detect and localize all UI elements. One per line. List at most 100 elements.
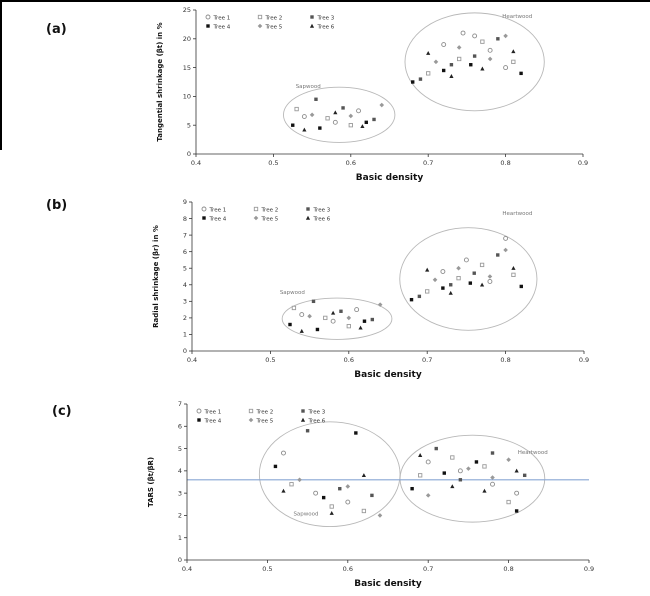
data-point: [411, 80, 415, 84]
data-point: [248, 408, 254, 414]
data-point: [364, 120, 368, 125]
scatter-plot-radial-shrinkage: Sapwood Heartwood 0.4 0.5 0.6 0.7 0.8 0.9 0 1 2 3 4 5…: [152, 198, 589, 380]
data-point: [372, 117, 376, 122]
data-point: [514, 490, 520, 496]
data-point: [302, 127, 307, 132]
data-point: [503, 247, 508, 253]
data-point: [506, 499, 511, 505]
y-tick-label: 4: [178, 467, 182, 475]
y-tick-label: 1: [178, 534, 182, 542]
y-axis-label: TARS (βt/βR): [147, 457, 155, 507]
data-point: [197, 418, 201, 422]
series-tree-3: [305, 429, 527, 498]
data-point: [449, 63, 454, 67]
y-tick-label: 6: [178, 422, 182, 430]
series-tree-2: [291, 262, 516, 329]
y-tick-label: 20: [183, 35, 191, 43]
data-point: [425, 289, 430, 294]
data-point: [248, 417, 254, 423]
series-tree-1: [299, 235, 509, 324]
data-point: [341, 106, 345, 110]
top-border-line: [0, 0, 650, 2]
panel-label-b: (b): [46, 198, 68, 213]
cluster-annotations: Sapwood Heartwood: [258, 421, 548, 528]
data-point: [457, 56, 462, 62]
data-point: [345, 499, 351, 505]
cluster-ellipse: [399, 434, 546, 523]
legend-label: Tree 1: [209, 207, 227, 213]
data-point: [511, 49, 516, 54]
data-point: [313, 490, 319, 496]
data-point: [281, 488, 286, 493]
data-point: [311, 299, 316, 304]
legend-label: Tree 3: [313, 207, 331, 213]
data-point: [418, 453, 423, 457]
series-tree-4: [291, 63, 523, 130]
data-point: [474, 460, 479, 464]
data-point: [456, 276, 461, 281]
data-point: [305, 215, 311, 220]
axes: [184, 403, 590, 563]
legend-label: Tree 5: [265, 24, 283, 30]
x-tick-label: 0.8: [500, 356, 510, 364]
axes: [193, 9, 584, 157]
data-point: [377, 513, 383, 518]
y-tick-label: 1: [183, 331, 187, 339]
data-point: [291, 305, 297, 311]
data-point: [297, 477, 302, 483]
data-point: [480, 39, 485, 44]
x-tick-label: 0.8: [503, 565, 513, 573]
data-point: [409, 297, 414, 302]
data-point: [370, 317, 375, 322]
data-point: [482, 488, 487, 493]
series-tree-6: [302, 49, 516, 132]
data-point: [426, 71, 431, 76]
x-tick-label: 0.6: [346, 159, 356, 167]
x-axis-label: Basic density: [354, 370, 422, 380]
data-point: [333, 110, 338, 115]
data-point: [522, 473, 527, 478]
series-tree-4: [288, 281, 523, 332]
cluster-ellipse: [283, 86, 396, 143]
cluster-ellipse: [399, 227, 538, 331]
y-tick-label: 3: [183, 298, 187, 306]
data-point: [417, 294, 422, 299]
data-point: [418, 473, 423, 478]
data-point: [356, 108, 361, 114]
data-point: [466, 466, 471, 471]
legend-label: Tree 3: [308, 409, 326, 415]
data-point: [196, 408, 202, 414]
data-point: [346, 324, 351, 329]
y-tick-label: 15: [183, 64, 191, 72]
x-tick-label: 0.7: [423, 565, 433, 573]
legend-label: Tree 6: [317, 24, 335, 30]
y-tick-label: 7: [178, 400, 182, 408]
panel-label-c: (c): [52, 404, 72, 419]
series-tree-6: [281, 453, 519, 515]
x-tick-label: 0.4: [187, 356, 197, 364]
data-point: [361, 473, 366, 478]
legend-label: Tree 1: [213, 15, 231, 21]
axes: [189, 201, 585, 354]
x-axis-label: Basic density: [356, 173, 424, 183]
y-tick-label: 2: [178, 512, 182, 520]
data-point: [329, 504, 334, 509]
data-point: [479, 282, 485, 287]
data-point: [288, 322, 292, 327]
data-point: [348, 113, 354, 119]
x-tick-label: 0.5: [265, 356, 275, 364]
y-tick-label: 9: [183, 198, 187, 206]
legend-label: Tree 2: [256, 409, 274, 415]
cluster-label: Heartwood: [518, 450, 548, 456]
data-point: [503, 33, 508, 39]
series-tree-3: [314, 37, 500, 122]
data-point: [301, 409, 305, 413]
data-point: [281, 450, 286, 456]
data-point: [487, 279, 493, 284]
series-tree-2: [289, 455, 511, 514]
data-point: [339, 309, 343, 313]
series-tree-3: [311, 253, 500, 322]
data-point: [202, 216, 206, 220]
cluster-label: Sapwood: [280, 290, 305, 296]
